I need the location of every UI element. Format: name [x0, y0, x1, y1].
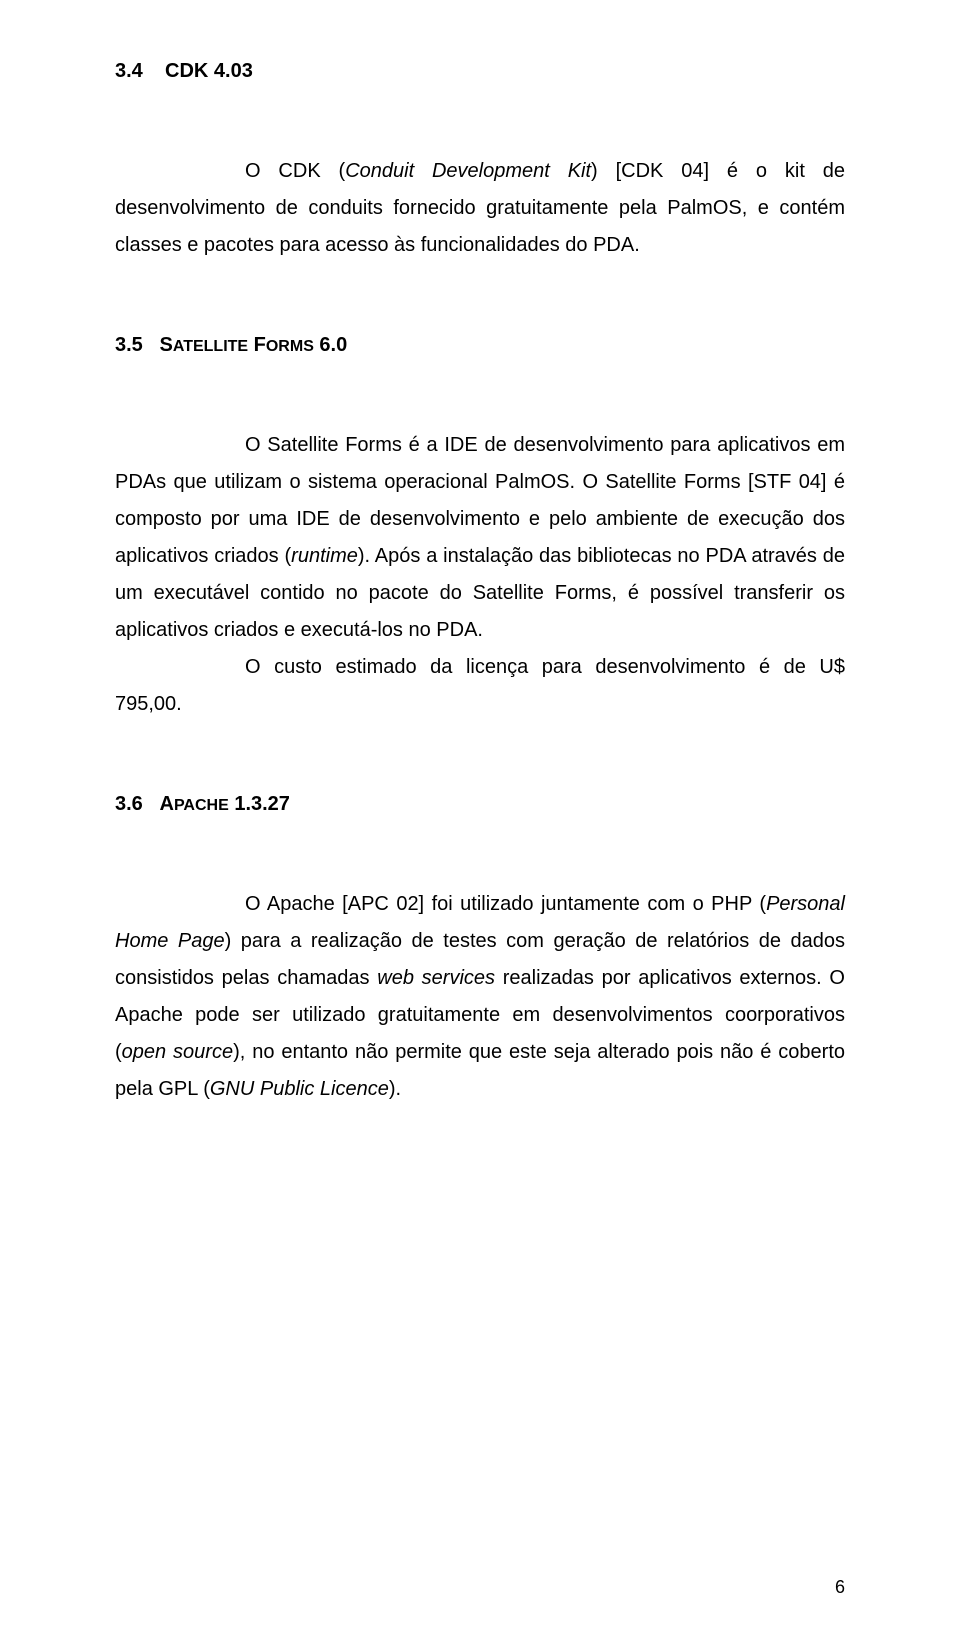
heading-3-5: 3.5 SATELLITE FORMS 6.0 — [115, 334, 845, 357]
heading-3-4: 3.4 CDK 4.03 — [115, 60, 845, 83]
para-3-6-1-text: O Apache [APC 02] foi utilizado juntamen… — [115, 893, 845, 1100]
para-3-5-1: O Satellite Forms é a IDE de desenvolvim… — [115, 427, 845, 649]
para-3-5-2: O custo estimado da licença para desenvo… — [115, 649, 845, 723]
page-number: 6 — [835, 1577, 845, 1598]
heading-3-5-num: 3.5 — [115, 334, 143, 356]
heading-3-6-text: APACHE 1.3.27 — [159, 793, 289, 815]
page-container: 3.4 CDK 4.03 O CDK (Conduit Development … — [0, 0, 960, 1648]
para-3-5-2-text: O custo estimado da licença para desenvo… — [115, 656, 845, 715]
heading-3-6: 3.6 APACHE 1.3.27 — [115, 793, 845, 816]
para-3-4: O CDK (Conduit Development Kit) [CDK 04]… — [115, 153, 845, 264]
heading-3-5-text: SATELLITE FORMS 6.0 — [159, 334, 347, 356]
para-3-5-1-text: O Satellite Forms é a IDE de desenvolvim… — [115, 434, 845, 641]
para-3-6-1: O Apache [APC 02] foi utilizado juntamen… — [115, 886, 845, 1108]
heading-3-4-text: CDK 4.03 — [165, 60, 253, 82]
heading-3-6-num: 3.6 — [115, 793, 143, 815]
para-3-4-text: O CDK (Conduit Development Kit) [CDK 04]… — [115, 160, 845, 256]
heading-3-4-num: 3.4 — [115, 60, 143, 82]
